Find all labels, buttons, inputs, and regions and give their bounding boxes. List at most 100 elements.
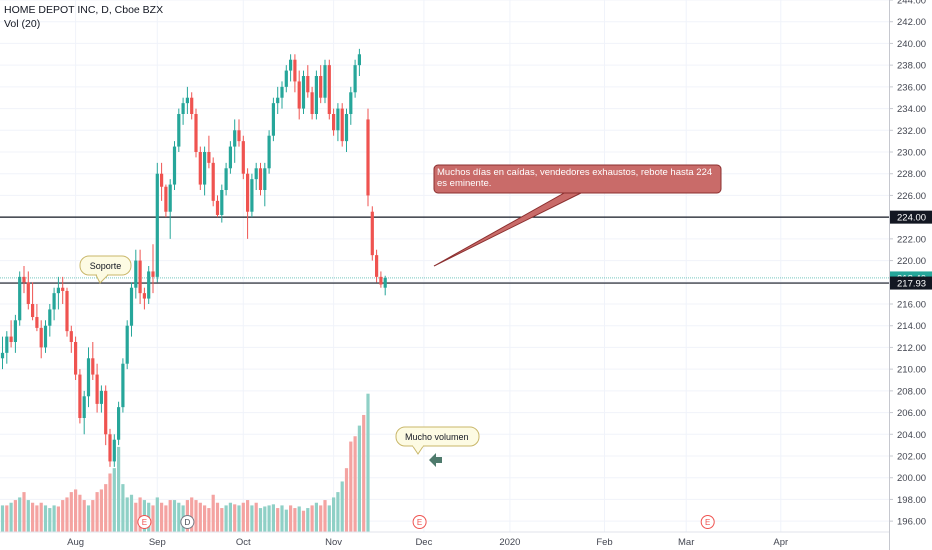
volume-bar: [99, 489, 103, 532]
candle-body: [233, 130, 237, 147]
grid: [0, 0, 889, 532]
volume-bar: [5, 505, 9, 532]
candle-body: [0, 352, 5, 359]
volume-bar: [177, 502, 181, 532]
candle-body: [185, 97, 189, 104]
callout-box[interactable]: [433, 164, 722, 194]
volume-bar: [61, 500, 65, 532]
volume-bar: [13, 500, 17, 532]
candle-body: [177, 114, 181, 147]
time-tick-label: Nov: [325, 537, 342, 548]
earnings-marker-label: E: [142, 518, 147, 527]
candle-body: [155, 173, 159, 277]
candle-body: [327, 65, 331, 114]
volume-bar: [95, 492, 99, 532]
candle-body: [172, 146, 177, 185]
candle-body: [254, 168, 258, 180]
earnings-marker[interactable]: [700, 515, 715, 529]
volume-bar: [26, 500, 30, 532]
candle-body: [31, 304, 35, 318]
time-tick-label: Aug: [67, 537, 84, 548]
candle-body: [147, 271, 151, 299]
candle-body: [280, 86, 284, 98]
chart-legend: HOME DEPOT INC, D, Cboe BZX Vol (20): [4, 3, 163, 31]
candle-body: [190, 97, 194, 114]
volume-bar: [164, 505, 168, 532]
candle-body: [353, 65, 357, 93]
candle-body: [198, 152, 202, 185]
candle-body: [9, 336, 13, 342]
volume-bar: [35, 505, 39, 532]
volume-bar: [237, 505, 241, 532]
volume-bar: [258, 508, 263, 532]
horizontal-levels[interactable]: [0, 216, 889, 284]
volume-bar: [366, 393, 370, 532]
left-arrow-icon: [429, 453, 442, 467]
volume-bar: [43, 505, 48, 532]
candle-body: [366, 119, 370, 196]
volume-bar: [362, 414, 366, 532]
level-badge-217[interactable]: [890, 276, 932, 290]
volume-bar: [319, 505, 323, 532]
volume-bar: [263, 506, 267, 532]
candle-body: [336, 108, 340, 131]
candle-body: [211, 162, 215, 201]
price-tick-label: 210.00: [897, 365, 926, 376]
volume-bar: [138, 497, 142, 532]
candle-body: [349, 92, 353, 114]
time-axis[interactable]: Aug Sep Oct Nov Dec 2020 Feb Mar Apr: [0, 531, 889, 548]
price-tick-label: 244.00: [897, 0, 926, 7]
volume-bar: [306, 508, 310, 532]
candle-body: [203, 152, 207, 185]
price-tick-label: 208.00: [897, 386, 926, 397]
volume-bar: [203, 505, 207, 532]
candle-body: [340, 108, 344, 142]
volume-bar: [340, 481, 344, 532]
volume-bar: [284, 509, 288, 532]
volume-bar: [121, 484, 125, 532]
candle-body: [314, 76, 318, 114]
level-badge-224-label: 224.00: [897, 213, 926, 224]
volume-bar: [198, 502, 202, 532]
volumen-bubble[interactable]: [395, 426, 480, 447]
candle-body: [194, 114, 198, 152]
symbol-title: HOME DEPOT INC, D, Cboe BZX: [4, 4, 164, 16]
volume-bar: [220, 508, 224, 532]
candle-body: [13, 320, 17, 342]
candle-body: [215, 200, 220, 215]
price-tick-label: 240.00: [897, 39, 926, 50]
dividend-marker[interactable]: [180, 515, 195, 529]
candle-body: [241, 141, 245, 174]
candle-body: [357, 54, 361, 66]
dividend-marker-label: D: [185, 518, 191, 527]
candle-body: [18, 276, 22, 321]
volume-bar: [56, 506, 60, 532]
level-badge-224[interactable]: [890, 210, 932, 224]
candle-body: [95, 374, 99, 404]
volume-bar: [207, 508, 211, 532]
candle-body: [39, 327, 43, 348]
price-tick-label: 212.00: [897, 343, 926, 354]
candle-body: [104, 390, 108, 435]
volume-bar: [301, 510, 306, 532]
earnings-marker[interactable]: [137, 515, 152, 529]
annotations[interactable]: Muchos días en caídas, vendedores exhaus…: [79, 164, 722, 467]
candle-body: [121, 363, 125, 408]
volume-bar: [215, 502, 220, 532]
candle-body: [61, 287, 65, 291]
volume-bar: [160, 502, 164, 532]
price-tick-label: 196.00: [897, 517, 926, 528]
candle-body: [237, 130, 241, 142]
volume-bar: [310, 505, 314, 532]
earnings-marker[interactable]: [412, 515, 427, 529]
candle-body: [65, 290, 69, 332]
candle-body: [276, 97, 280, 104]
price-axis[interactable]: 196.00 198.00 200.00 202.00 204.00 206.00 208.…: [889, 0, 932, 550]
volume-bar: [314, 502, 318, 532]
candle-body: [138, 260, 142, 294]
volume-bar: [82, 500, 86, 532]
earnings-marker-label: E: [705, 518, 710, 527]
candle-body: [246, 173, 250, 212]
